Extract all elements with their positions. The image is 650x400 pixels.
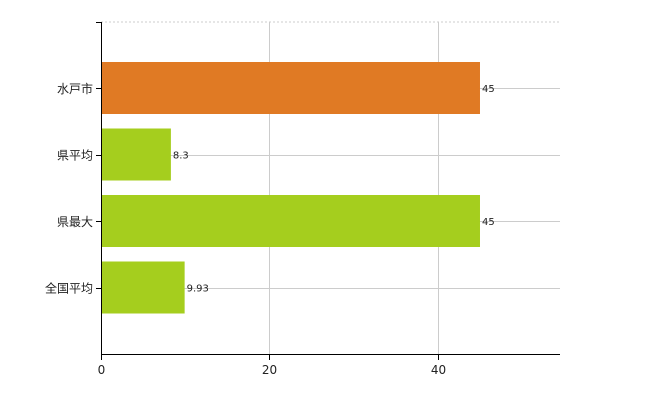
y-tick-label-1: 県平均: [57, 149, 93, 163]
axes-layer: [96, 22, 560, 360]
bar-0: [101, 62, 480, 114]
data-label-2: 45: [482, 217, 495, 228]
data-label-0: 45: [482, 84, 495, 95]
labels-layer: 45 水戸市 8.3 県平均 45 県最大 9.93 全国平均 0 20 40: [45, 81, 495, 377]
data-label-1: 8.3: [173, 151, 189, 162]
x-tick-label-0: 0: [98, 363, 106, 377]
bars-layer: [101, 62, 480, 314]
bar-3: [101, 261, 185, 314]
x-tick-label-2: 40: [431, 363, 446, 377]
bar-2: [101, 195, 480, 247]
data-label-3: 9.93: [187, 284, 209, 295]
bar-1: [101, 128, 171, 181]
y-tick-label-3: 全国平均: [45, 281, 93, 296]
y-tick-label-0: 水戸市: [57, 81, 93, 96]
x-tick-label-1: 20: [262, 363, 277, 377]
y-tick-label-2: 県最大: [57, 215, 93, 229]
